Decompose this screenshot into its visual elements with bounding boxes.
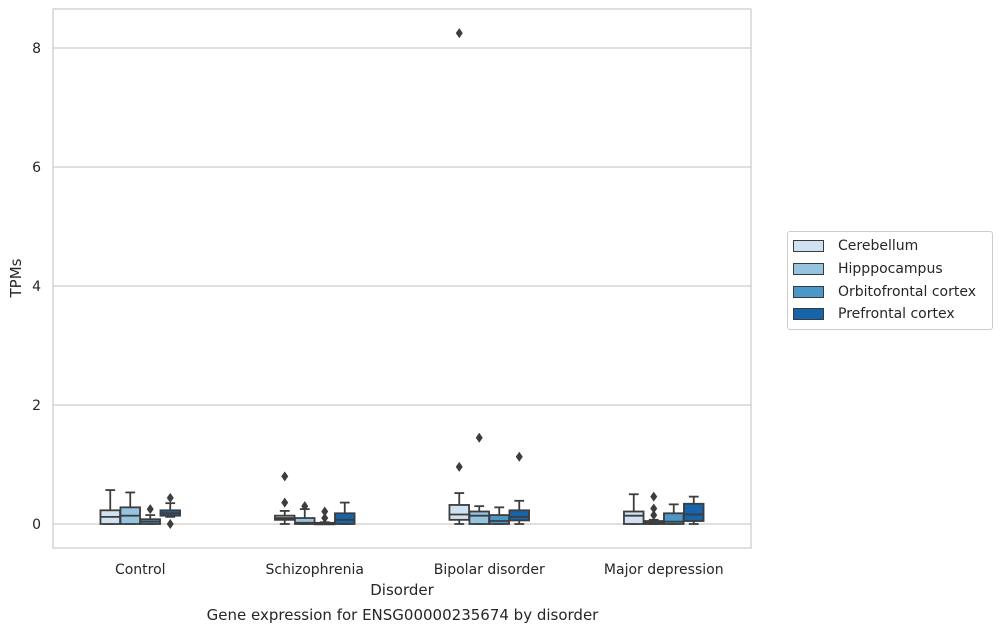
chart-legend: Cerebellum Hipppocampus Orbitofrontal cort…	[787, 231, 993, 330]
box-group	[334, 501, 356, 525]
x-tick-label: Major depression	[604, 562, 724, 578]
legend-label: Prefrontal cortex	[838, 306, 955, 323]
box-group	[468, 432, 490, 525]
outlier-point	[455, 28, 463, 39]
box-group	[294, 501, 316, 525]
outlier-point	[650, 491, 658, 502]
box-group	[448, 28, 470, 525]
x-axis-title: Disorder	[370, 581, 434, 599]
outlier-point	[650, 510, 658, 521]
legend-item: Cerebellum	[788, 235, 992, 258]
box-group	[663, 503, 685, 525]
y-tick-labels: 0 2 4 6 8	[32, 41, 41, 533]
box	[448, 504, 470, 521]
outlier-point	[650, 503, 658, 514]
outlier-point	[281, 471, 289, 482]
box-group	[314, 506, 336, 526]
box-group	[99, 489, 121, 525]
outlier-point	[166, 519, 174, 529]
y-tick-label: 4	[32, 279, 41, 295]
y-tick-label: 6	[32, 160, 41, 176]
legend-label: Orbitofrontal cortex	[838, 283, 976, 300]
outlier-point	[301, 501, 309, 512]
legend-swatch	[793, 308, 824, 321]
box-group	[488, 506, 510, 525]
y-tick-label: 2	[32, 398, 41, 414]
box-plot-marks	[99, 28, 705, 529]
outlier-point	[321, 513, 329, 524]
box	[468, 510, 490, 525]
x-tick-labels: Control Schizophrenia Bipolar disorder Majo…	[115, 562, 724, 578]
x-tick-label: Control	[115, 562, 166, 578]
legend-swatch	[793, 285, 824, 298]
box-group	[623, 493, 645, 525]
grid-lines	[53, 47, 751, 525]
box	[508, 509, 530, 522]
outlier-point	[515, 451, 523, 462]
outlier-point	[166, 492, 174, 503]
legend-label: Cerebellum	[838, 238, 919, 255]
box	[294, 517, 316, 525]
x-tick-label: Bipolar disorder	[434, 562, 545, 578]
outlier-point	[281, 497, 289, 508]
plot-frame	[52, 8, 752, 549]
box-group	[274, 471, 296, 525]
legend-swatch	[793, 240, 824, 253]
box-group	[139, 504, 161, 525]
chart-title: Gene expression for ENSG00000235674 by d…	[206, 606, 599, 624]
box-group	[683, 495, 705, 525]
outlier-point	[455, 461, 463, 472]
legend-swatch	[793, 263, 824, 276]
y-tick-label: 8	[32, 41, 41, 57]
y-tick-label: 0	[32, 517, 41, 533]
box-group	[508, 451, 530, 525]
box-group	[159, 492, 181, 529]
y-axis-title: TPMs	[7, 258, 25, 298]
outlier-point	[321, 506, 329, 517]
box	[488, 514, 510, 525]
outlier-point	[146, 504, 154, 515]
box-group	[119, 491, 141, 525]
box	[334, 512, 356, 525]
legend-item: Hipppocampus	[788, 258, 992, 281]
box-group	[643, 491, 665, 525]
legend-item: Prefrontal cortex	[788, 303, 992, 326]
legend-label: Hipppocampus	[838, 261, 943, 278]
legend-item: Orbitofrontal cortex	[788, 280, 992, 303]
box	[623, 510, 645, 525]
outlier-point	[475, 432, 483, 443]
box	[683, 502, 705, 522]
x-tick-label: Schizophrenia	[266, 562, 364, 578]
